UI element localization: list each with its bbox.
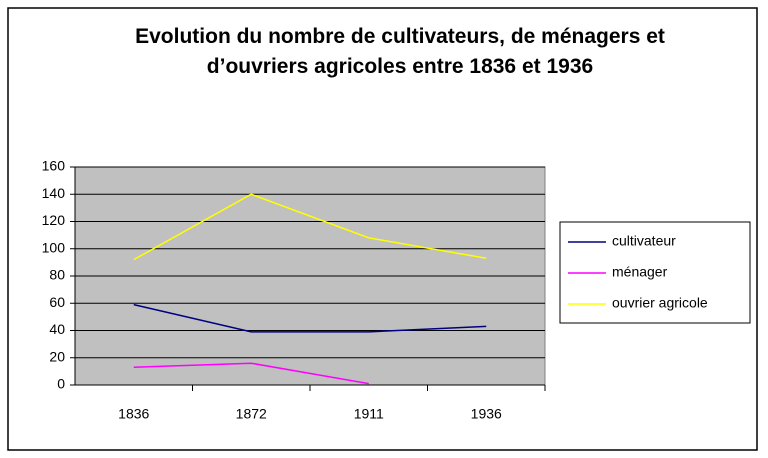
y-tick-label: 40	[49, 321, 65, 337]
legend-label: cultivateur	[612, 233, 676, 249]
series-line	[133, 303, 487, 333]
y-tick-label: 80	[49, 267, 65, 283]
x-tick-label: 1836	[118, 406, 149, 422]
chart-title: Evolution du nombre de cultivateurs, de …	[135, 25, 665, 78]
y-tick-label: 140	[42, 185, 66, 201]
y-tick-label: 120	[42, 212, 66, 228]
x-tick-label: 1911	[354, 406, 384, 422]
y-tick-label: 20	[49, 348, 65, 364]
legend-label: ménager	[612, 264, 668, 280]
series-line	[133, 362, 369, 385]
y-tick-label: 60	[49, 294, 65, 310]
series-line	[133, 193, 487, 261]
y-tick-label: 100	[42, 239, 66, 255]
legend-label: ouvrier agricole	[612, 295, 708, 311]
x-tick-label: 1936	[471, 406, 502, 422]
x-tick-label: 1872	[236, 406, 267, 422]
y-tick-label: 160	[42, 158, 66, 174]
y-tick-label: 0	[57, 376, 65, 392]
